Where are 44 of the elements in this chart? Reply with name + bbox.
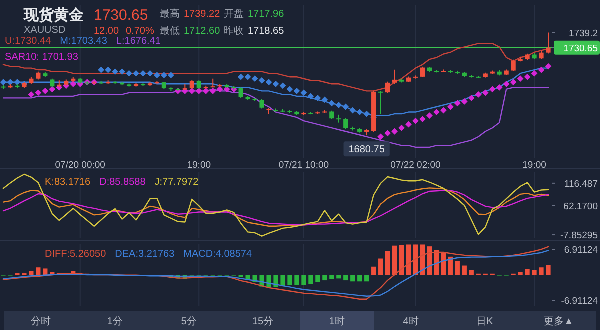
x-tick-label: 07/20 00:00: [55, 160, 106, 171]
y-tick-label: 62.1700: [564, 201, 598, 212]
x-tick-label: 07/21 10:00: [278, 160, 330, 171]
text: L:1676.41: [116, 36, 162, 47]
annotation: 最高: [160, 8, 180, 20]
series-label: DIFF:5.26050: [45, 249, 107, 260]
y-tick-label: 116.487: [564, 178, 598, 190]
series-label: U:1730.44: [5, 36, 52, 47]
text: 分时: [31, 316, 51, 328]
y-tick-label: 6.91124: [564, 244, 598, 256]
annotation: MACD:4.08574: [184, 249, 252, 260]
text: 4时: [403, 316, 419, 328]
text: 1时: [329, 316, 345, 328]
series-label: J:77.7972: [154, 177, 200, 188]
x-tick-label: 07/22 02:00: [390, 160, 441, 171]
annotation: 昨收: [224, 25, 244, 37]
series-label: SAR10: 1701.93: [5, 52, 79, 63]
x-tick-label: 19:00: [187, 160, 212, 171]
annotation: 12.00: [94, 26, 120, 37]
annotation: 1712.60: [184, 26, 221, 37]
annotation: 最低: [160, 26, 180, 37]
text: 15分: [252, 316, 274, 328]
text: 日K: [476, 316, 494, 328]
series-label: K:83.1716: [45, 177, 92, 188]
annotation: 1718.65: [248, 26, 285, 37]
series-label: DEA:3.21763: [115, 249, 176, 260]
text: M:1703.43: [60, 36, 108, 47]
text: 5分: [181, 316, 197, 328]
text: XAUUSD: [24, 25, 66, 36]
y-tick-label: 1730.65: [564, 43, 598, 54]
annotation: 1730.65: [94, 7, 148, 24]
y-tick-label: -7.85295: [560, 230, 598, 242]
annotation: 0.70%: [126, 26, 154, 37]
annotation: 1717.96: [248, 9, 285, 20]
annotation: 开盘: [224, 8, 244, 20]
y-tick-label: 1739.2: [568, 28, 598, 40]
annotation: 1739.22: [184, 9, 221, 20]
text: 1分: [107, 316, 123, 328]
text: D:85.8588: [100, 177, 146, 188]
text: 更多▲: [544, 316, 574, 328]
annotation: 1680.75: [348, 144, 386, 156]
chart-title: 现货黄金: [23, 7, 84, 24]
x-tick-label: 19:00: [522, 160, 546, 171]
y-tick-label: -6.91124: [561, 296, 598, 308]
